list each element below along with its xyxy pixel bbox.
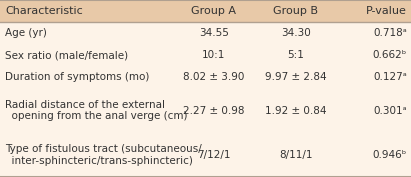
Text: 8.02 ± 3.90: 8.02 ± 3.90 [183, 72, 245, 82]
Text: 1.92 ± 0.84: 1.92 ± 0.84 [265, 106, 327, 116]
Bar [0, 22, 411, 44]
Text: 10:1: 10:1 [202, 50, 225, 60]
Text: Age (yr): Age (yr) [5, 28, 47, 38]
Text: Group A: Group A [191, 6, 236, 16]
Bar [0, 133, 411, 177]
Bar [0, 0, 411, 22]
Text: 0.301ᵃ: 0.301ᵃ [373, 106, 407, 116]
Text: 0.127ᵃ: 0.127ᵃ [373, 72, 407, 82]
Text: Sex ratio (male/female): Sex ratio (male/female) [5, 50, 128, 60]
Bar [0, 88, 411, 133]
Text: Characteristic: Characteristic [5, 6, 83, 16]
Text: P-value: P-value [366, 6, 407, 16]
Text: Radial distance of the external
  opening from the anal verge (cm): Radial distance of the external opening … [5, 100, 187, 121]
Text: 34.55: 34.55 [199, 28, 229, 38]
Text: 0.662ᵇ: 0.662ᵇ [373, 50, 407, 60]
Bar [0, 44, 411, 66]
Text: Type of fistulous tract (subcutaneous/
  inter-sphincteric/trans-sphincteric): Type of fistulous tract (subcutaneous/ i… [5, 144, 202, 166]
Text: Duration of symptoms (mo): Duration of symptoms (mo) [5, 72, 149, 82]
Text: 0.946ᵇ: 0.946ᵇ [373, 150, 407, 160]
Text: Group B: Group B [273, 6, 319, 16]
Text: 34.30: 34.30 [281, 28, 311, 38]
Text: 0.718ᵃ: 0.718ᵃ [373, 28, 407, 38]
Text: 8/11/1: 8/11/1 [279, 150, 313, 160]
Text: 7/12/1: 7/12/1 [197, 150, 231, 160]
Text: 9.97 ± 2.84: 9.97 ± 2.84 [265, 72, 327, 82]
Text: 2.27 ± 0.98: 2.27 ± 0.98 [183, 106, 245, 116]
Bar [0, 66, 411, 88]
Text: 5:1: 5:1 [287, 50, 305, 60]
